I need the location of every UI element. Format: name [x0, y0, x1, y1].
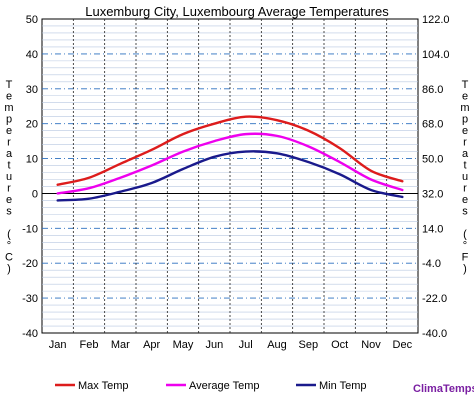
legend-label: Average Temp	[189, 380, 260, 392]
y-tick-label-celsius: -40	[22, 328, 38, 340]
y-tick-label-celsius: 20	[26, 119, 38, 131]
y-tick-label-fahrenheit: -22.0	[422, 293, 447, 305]
series-line-min-temp	[56, 150, 404, 202]
y-tick-label-fahrenheit: 32.0	[422, 188, 443, 200]
series-line-max-temp	[56, 115, 404, 186]
y-tick-label-celsius: 40	[26, 49, 38, 61]
x-tick-label: Jul	[239, 339, 253, 351]
y-tick-label-celsius: 50	[26, 14, 38, 26]
legend-label: Max Temp	[78, 380, 129, 392]
y-tick-label-fahrenheit: 68.0	[422, 119, 443, 131]
y-tick-label-celsius: -30	[22, 293, 38, 305]
x-tick-label: Oct	[331, 339, 348, 351]
x-tick-label: Sep	[299, 339, 319, 351]
y-axis-celsius-labels: 50 40 30 20 10 0 -10 -20 -30 -40	[22, 14, 38, 340]
x-tick-label: Apr	[143, 339, 160, 351]
y-tick-label-fahrenheit: 14.0	[422, 223, 443, 235]
y-tick-label-fahrenheit: 122.0	[422, 14, 450, 26]
y-tick-label-fahrenheit: -4.0	[422, 258, 441, 270]
x-tick-label: Jan	[49, 339, 67, 351]
x-axis-month-labels: Jan Feb Mar Apr May Jun Jul Aug Sep Oct Nov Dec	[49, 339, 413, 351]
y-axis-fahrenheit-labels: 122.0 104.0 86.0 68.0 50.0 32.0 14.0 -4.0 -22.0 -…	[422, 14, 450, 340]
y-tick-label-fahrenheit: 50.0	[422, 154, 443, 166]
chart-title: Luxemburg City, Luxembourg Average Tempe…	[85, 4, 389, 19]
x-tick-label: Jun	[205, 339, 223, 351]
y-tick-label-celsius: 0	[32, 188, 38, 200]
y-tick-label-celsius: 30	[26, 84, 38, 96]
y-tick-label-celsius: 10	[26, 154, 38, 166]
legend-label: Min Temp	[319, 380, 366, 392]
x-tick-label: Dec	[393, 339, 413, 351]
legend: Max Temp Average Temp Min Temp	[55, 380, 366, 392]
x-tick-label: Mar	[111, 339, 130, 351]
x-tick-label: Feb	[80, 339, 99, 351]
y-tick-label-fahrenheit: 104.0	[422, 49, 450, 61]
series-line-average-temp	[56, 132, 404, 195]
y-tick-label-fahrenheit: 86.0	[422, 84, 443, 96]
y-tick-label-celsius: -10	[22, 223, 38, 235]
climatemps-brand: ClimaTemps	[413, 383, 474, 395]
grid-layer	[41, 18, 419, 334]
x-tick-label: Nov	[361, 339, 381, 351]
x-tick-label: May	[173, 339, 194, 351]
x-tick-label: Aug	[267, 339, 287, 351]
y-tick-label-celsius: -20	[22, 258, 38, 270]
y-tick-label-fahrenheit: -40.0	[422, 328, 447, 340]
series-layer	[56, 115, 404, 202]
